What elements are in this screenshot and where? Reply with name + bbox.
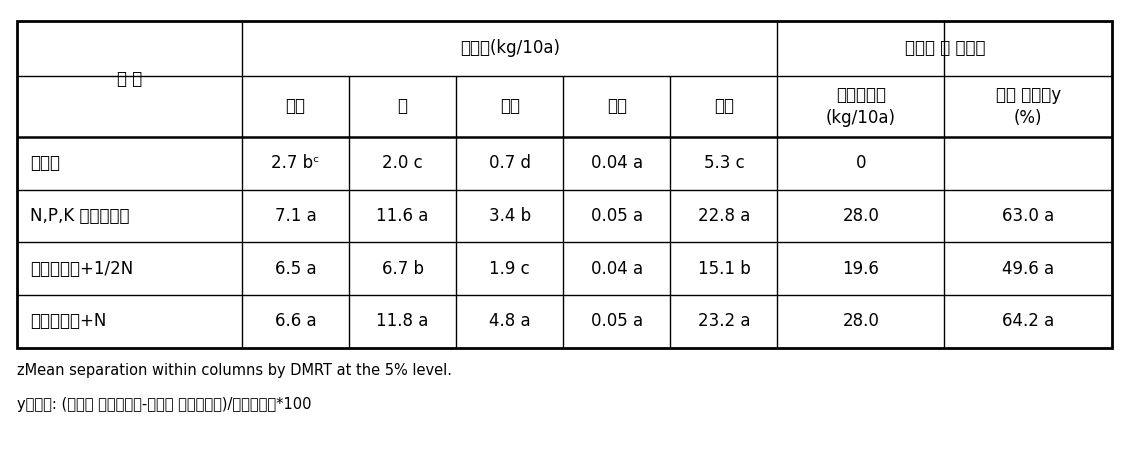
Text: 빰리: 빰리 xyxy=(606,97,627,115)
Text: 64.2 a: 64.2 a xyxy=(1001,312,1054,330)
Text: 풋거름작물+1/2N: 풋거름작물+1/2N xyxy=(30,260,133,278)
Text: 0.05 a: 0.05 a xyxy=(590,207,642,225)
Text: 무비구: 무비구 xyxy=(30,155,61,173)
Text: 0.04 a: 0.04 a xyxy=(590,260,642,278)
Text: 19.6: 19.6 xyxy=(842,260,879,278)
Text: 2.0 c: 2.0 c xyxy=(383,155,423,173)
Text: N,P,K 표준시비구: N,P,K 표준시비구 xyxy=(30,207,130,225)
Text: 28.0: 28.0 xyxy=(842,207,879,225)
Text: 잎: 잎 xyxy=(397,97,408,115)
Text: 0.04 a: 0.04 a xyxy=(590,155,642,173)
Text: 3.4 b: 3.4 b xyxy=(489,207,531,225)
Text: 6.7 b: 6.7 b xyxy=(382,260,423,278)
Text: 0: 0 xyxy=(856,155,866,173)
Text: 11.6 a: 11.6 a xyxy=(376,207,429,225)
Text: 63.0 a: 63.0 a xyxy=(1001,207,1054,225)
Text: 23.2 a: 23.2 a xyxy=(698,312,750,330)
Text: 28.0: 28.0 xyxy=(842,312,879,330)
Text: y이용률: (시비구 질소흡수량-무비구 질소흡수량)/질소공급량*100: y이용률: (시비구 질소흡수량-무비구 질소흡수량)/질소공급량*100 xyxy=(17,397,312,412)
Bar xyxy=(17,21,1112,348)
Text: 1.9 c: 1.9 c xyxy=(489,260,531,278)
Text: 11.8 a: 11.8 a xyxy=(376,312,429,330)
Text: 질소 이용률y
(%): 질소 이용률y (%) xyxy=(996,87,1060,126)
Text: 15.1 b: 15.1 b xyxy=(698,260,751,278)
Text: 처 리: 처 리 xyxy=(117,70,142,88)
Text: 합계: 합계 xyxy=(714,97,734,115)
Text: 줄기: 줄기 xyxy=(500,97,519,115)
Text: 49.6 a: 49.6 a xyxy=(1003,260,1054,278)
Text: 6.6 a: 6.6 a xyxy=(274,312,316,330)
Text: 흡수량(kg/10a): 흡수량(kg/10a) xyxy=(460,39,560,58)
Text: 22.8 a: 22.8 a xyxy=(698,207,750,225)
Text: 공급량 및 이용률: 공급량 및 이용률 xyxy=(904,39,984,58)
Text: 5.3 c: 5.3 c xyxy=(703,155,744,173)
Text: 0.05 a: 0.05 a xyxy=(590,312,642,330)
Text: 6.5 a: 6.5 a xyxy=(274,260,316,278)
Text: zMean separation within columns by DMRT at the 5% level.: zMean separation within columns by DMRT … xyxy=(17,363,452,378)
Text: 2.7 bᶜ: 2.7 bᶜ xyxy=(271,155,320,173)
Text: 7.1 a: 7.1 a xyxy=(274,207,316,225)
Text: 질소공급량
(kg/10a): 질소공급량 (kg/10a) xyxy=(825,87,895,126)
Text: 4.8 a: 4.8 a xyxy=(489,312,531,330)
Text: 풋거름작물+N: 풋거름작물+N xyxy=(30,312,107,330)
Text: 0.7 d: 0.7 d xyxy=(489,155,531,173)
Text: 열매: 열매 xyxy=(286,97,306,115)
